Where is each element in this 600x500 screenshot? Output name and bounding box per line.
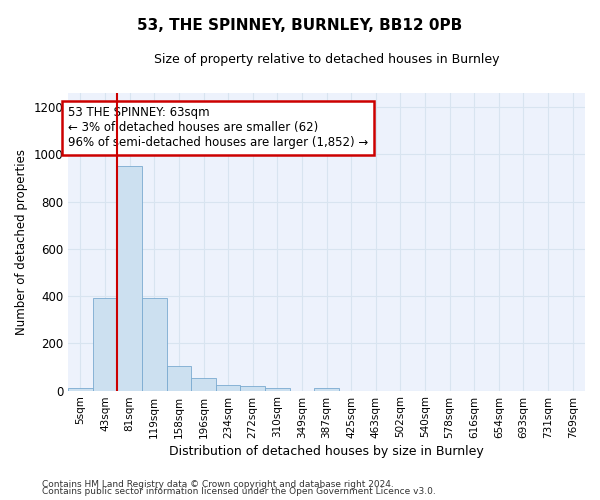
- Title: Size of property relative to detached houses in Burnley: Size of property relative to detached ho…: [154, 52, 499, 66]
- Bar: [93, 298, 118, 390]
- Bar: [68, 388, 93, 390]
- Bar: [216, 384, 241, 390]
- Bar: [167, 366, 191, 390]
- Bar: [314, 388, 339, 390]
- Text: 53 THE SPINNEY: 63sqm
← 3% of detached houses are smaller (62)
96% of semi-detac: 53 THE SPINNEY: 63sqm ← 3% of detached h…: [68, 106, 368, 150]
- Bar: [241, 386, 265, 390]
- Text: 53, THE SPINNEY, BURNLEY, BB12 0PB: 53, THE SPINNEY, BURNLEY, BB12 0PB: [137, 18, 463, 32]
- Bar: [118, 166, 142, 390]
- X-axis label: Distribution of detached houses by size in Burnley: Distribution of detached houses by size …: [169, 444, 484, 458]
- Bar: [142, 298, 167, 390]
- Text: Contains public sector information licensed under the Open Government Licence v3: Contains public sector information licen…: [42, 488, 436, 496]
- Bar: [265, 388, 290, 390]
- Text: Contains HM Land Registry data © Crown copyright and database right 2024.: Contains HM Land Registry data © Crown c…: [42, 480, 394, 489]
- Bar: [191, 378, 216, 390]
- Y-axis label: Number of detached properties: Number of detached properties: [15, 149, 28, 335]
